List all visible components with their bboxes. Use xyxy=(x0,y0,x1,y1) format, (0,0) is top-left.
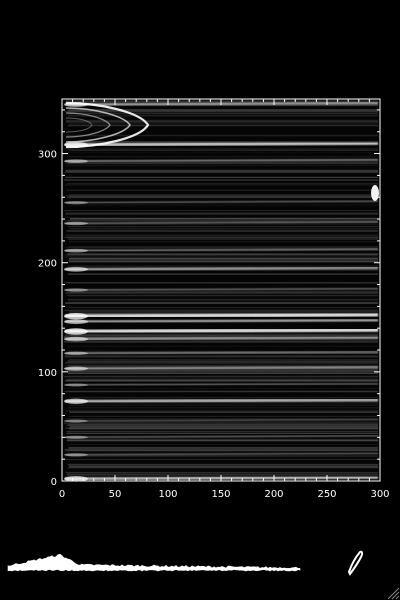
streak-line xyxy=(64,350,379,355)
streak-bloom xyxy=(64,288,88,292)
noise-texture xyxy=(64,100,378,476)
streak-bloom xyxy=(64,159,88,164)
y-tick-label: 300 xyxy=(38,150,57,161)
streak-bloom xyxy=(64,313,88,320)
streak-line xyxy=(64,328,379,334)
streak-line xyxy=(64,452,379,456)
intensity-profile-curve xyxy=(7,553,301,572)
streak-layer xyxy=(64,101,379,482)
y-tick-label: 100 xyxy=(38,368,57,379)
streak-bloom xyxy=(64,435,88,439)
arc-curve-inner xyxy=(65,112,111,138)
streak-bloom xyxy=(64,221,88,226)
arc-feature xyxy=(65,101,150,149)
x-tick-label: 100 xyxy=(158,489,177,500)
streak-line xyxy=(64,398,379,403)
streak-bloom xyxy=(64,398,88,404)
streak-line xyxy=(64,200,379,204)
resize-grip-icon[interactable] xyxy=(384,584,400,600)
x-tick-label: 250 xyxy=(317,489,336,500)
x-tick-label: 50 xyxy=(109,489,122,500)
axes: 0 50 100 150 200 250 300 0 100 200 300 xyxy=(38,98,390,500)
x-tick-label: 0 xyxy=(59,489,65,500)
x-tick-label: 150 xyxy=(211,489,230,500)
streak-line xyxy=(64,434,379,439)
streak-bloom xyxy=(64,266,88,272)
streak-bloom xyxy=(64,366,88,371)
x-tick-label: 300 xyxy=(370,489,389,500)
streak-line xyxy=(64,158,379,163)
streak-line xyxy=(64,220,379,225)
streak-bloom xyxy=(64,453,88,457)
streak-bloom xyxy=(64,476,88,482)
streak-bloom xyxy=(64,383,88,387)
edge-blob xyxy=(371,185,379,201)
streak-bloom xyxy=(64,328,88,335)
arc-curve-core xyxy=(65,117,93,133)
streak-bloom xyxy=(64,419,88,423)
streak-bloom xyxy=(64,351,88,356)
x-tick-label: 200 xyxy=(264,489,283,500)
arc-curve-middle xyxy=(65,107,131,143)
streak-line xyxy=(64,141,379,147)
y-tick-label: 200 xyxy=(38,259,57,270)
profile-hook-mark xyxy=(347,550,364,576)
streak-line xyxy=(64,318,379,324)
streak-line xyxy=(64,382,379,386)
x-axis: 0 50 100 150 200 250 300 xyxy=(59,99,390,500)
streak-line xyxy=(64,248,379,252)
streak-line xyxy=(64,287,379,291)
y-tick-label: 0 xyxy=(51,477,57,488)
streak-line xyxy=(64,312,379,318)
streak-line xyxy=(64,266,379,271)
heatmap-plot-area xyxy=(62,99,380,482)
streak-line xyxy=(64,336,379,341)
y-axis: 0 100 200 300 xyxy=(38,109,380,488)
streak-bloom xyxy=(64,336,88,342)
streak-line xyxy=(64,365,379,370)
streak-bloom xyxy=(64,201,88,205)
streak-bloom xyxy=(64,248,88,253)
streak-line xyxy=(64,418,379,422)
streak-bloom xyxy=(64,319,88,325)
arc-curve-outer xyxy=(65,101,150,149)
intensity-profile-plot xyxy=(7,550,364,576)
